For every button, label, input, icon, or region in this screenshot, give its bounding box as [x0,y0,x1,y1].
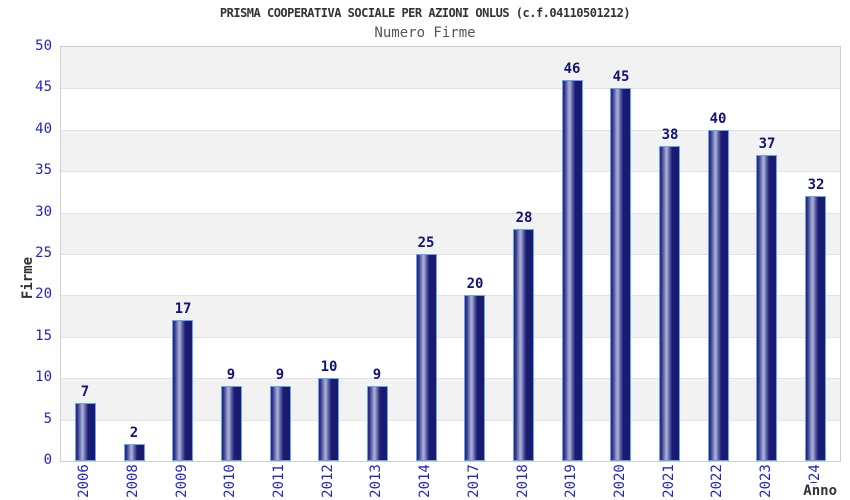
value-label: 40 [709,111,727,127]
bar-2020 [610,88,631,461]
value-label: 28 [515,210,533,226]
bar-2012 [318,378,339,461]
x-tick-2023: 2023 [758,464,774,498]
bar-2008 [124,444,145,461]
value-label: 7 [80,384,90,400]
bar-2013 [367,386,388,461]
x-tick-2010: 2010 [222,464,238,498]
x-tick-2014: 2014 [417,464,433,498]
x-tick-2019: 2019 [563,464,579,498]
plot-area: 7 2 17 9 9 10 9 25 20 28 46 45 38 40 37 32 [60,46,841,462]
bar-2023 [756,155,777,461]
bar-2010 [221,386,242,461]
value-label: 9 [372,367,382,383]
value-label: 9 [226,367,236,383]
x-tick-2020: 2020 [612,464,628,498]
x-tick-2021: 2021 [661,464,677,498]
y-tick-50: 50 [35,38,52,54]
gridline [61,88,840,90]
gridline [61,419,840,421]
value-label: 32 [807,177,825,193]
y-tick-40: 40 [35,121,52,137]
y-tick-10: 10 [35,369,52,385]
plot-band [61,88,840,130]
x-tick-2008: 2008 [125,464,141,498]
value-label: 38 [661,127,679,143]
y-tick-5: 5 [43,411,52,427]
y-tick-45: 45 [35,79,52,95]
value-label: 17 [174,301,192,317]
bar-2006 [75,403,96,461]
y-tick-20: 20 [35,286,52,302]
gridline [61,171,840,173]
gridline [61,336,840,338]
bar-2009 [172,320,193,461]
value-label: 45 [612,69,630,85]
value-label: 46 [563,61,581,77]
y-tick-15: 15 [35,328,52,344]
bar-2019 [562,80,583,461]
y-tick-25: 25 [35,245,52,261]
bar-2022 [708,130,729,461]
bar-2014 [416,254,437,461]
value-label: 20 [466,276,484,292]
x-tick-2022: 2022 [709,464,725,498]
bar-2021 [659,146,680,461]
plot-band [61,47,840,89]
value-label: 9 [275,367,285,383]
value-label: 25 [417,235,435,251]
x-tick-2009: 2009 [174,464,190,498]
chart-title: PRISMA COOPERATIVA SOCIALE PER AZIONI ON… [219,6,631,20]
gridline [61,378,840,380]
gridline [61,295,840,297]
bar-2018 [513,229,534,461]
bar-2024 [805,196,826,461]
x-tick-2006: 2006 [76,464,92,498]
x-tick-2011: 2011 [271,464,287,498]
x-tick-2017: 2017 [466,464,482,498]
y-tick-0: 0 [43,452,52,468]
gridline [61,254,840,255]
bar-2011 [270,386,291,461]
y-tick-35: 35 [35,162,52,178]
chart-subtitle: Numero Firme [374,25,476,41]
value-label: 2 [129,425,139,441]
gridline [61,129,840,131]
bar-2017 [464,295,485,461]
y-tick-30: 30 [35,204,52,220]
value-label: 10 [320,359,338,375]
value-label: 37 [758,136,776,152]
x-tick-2013: 2013 [368,464,384,498]
gridline [61,212,840,214]
x-axis-label: Anno [800,483,837,499]
x-tick-2012: 2012 [320,464,336,498]
x-tick-2018: 2018 [515,464,531,498]
